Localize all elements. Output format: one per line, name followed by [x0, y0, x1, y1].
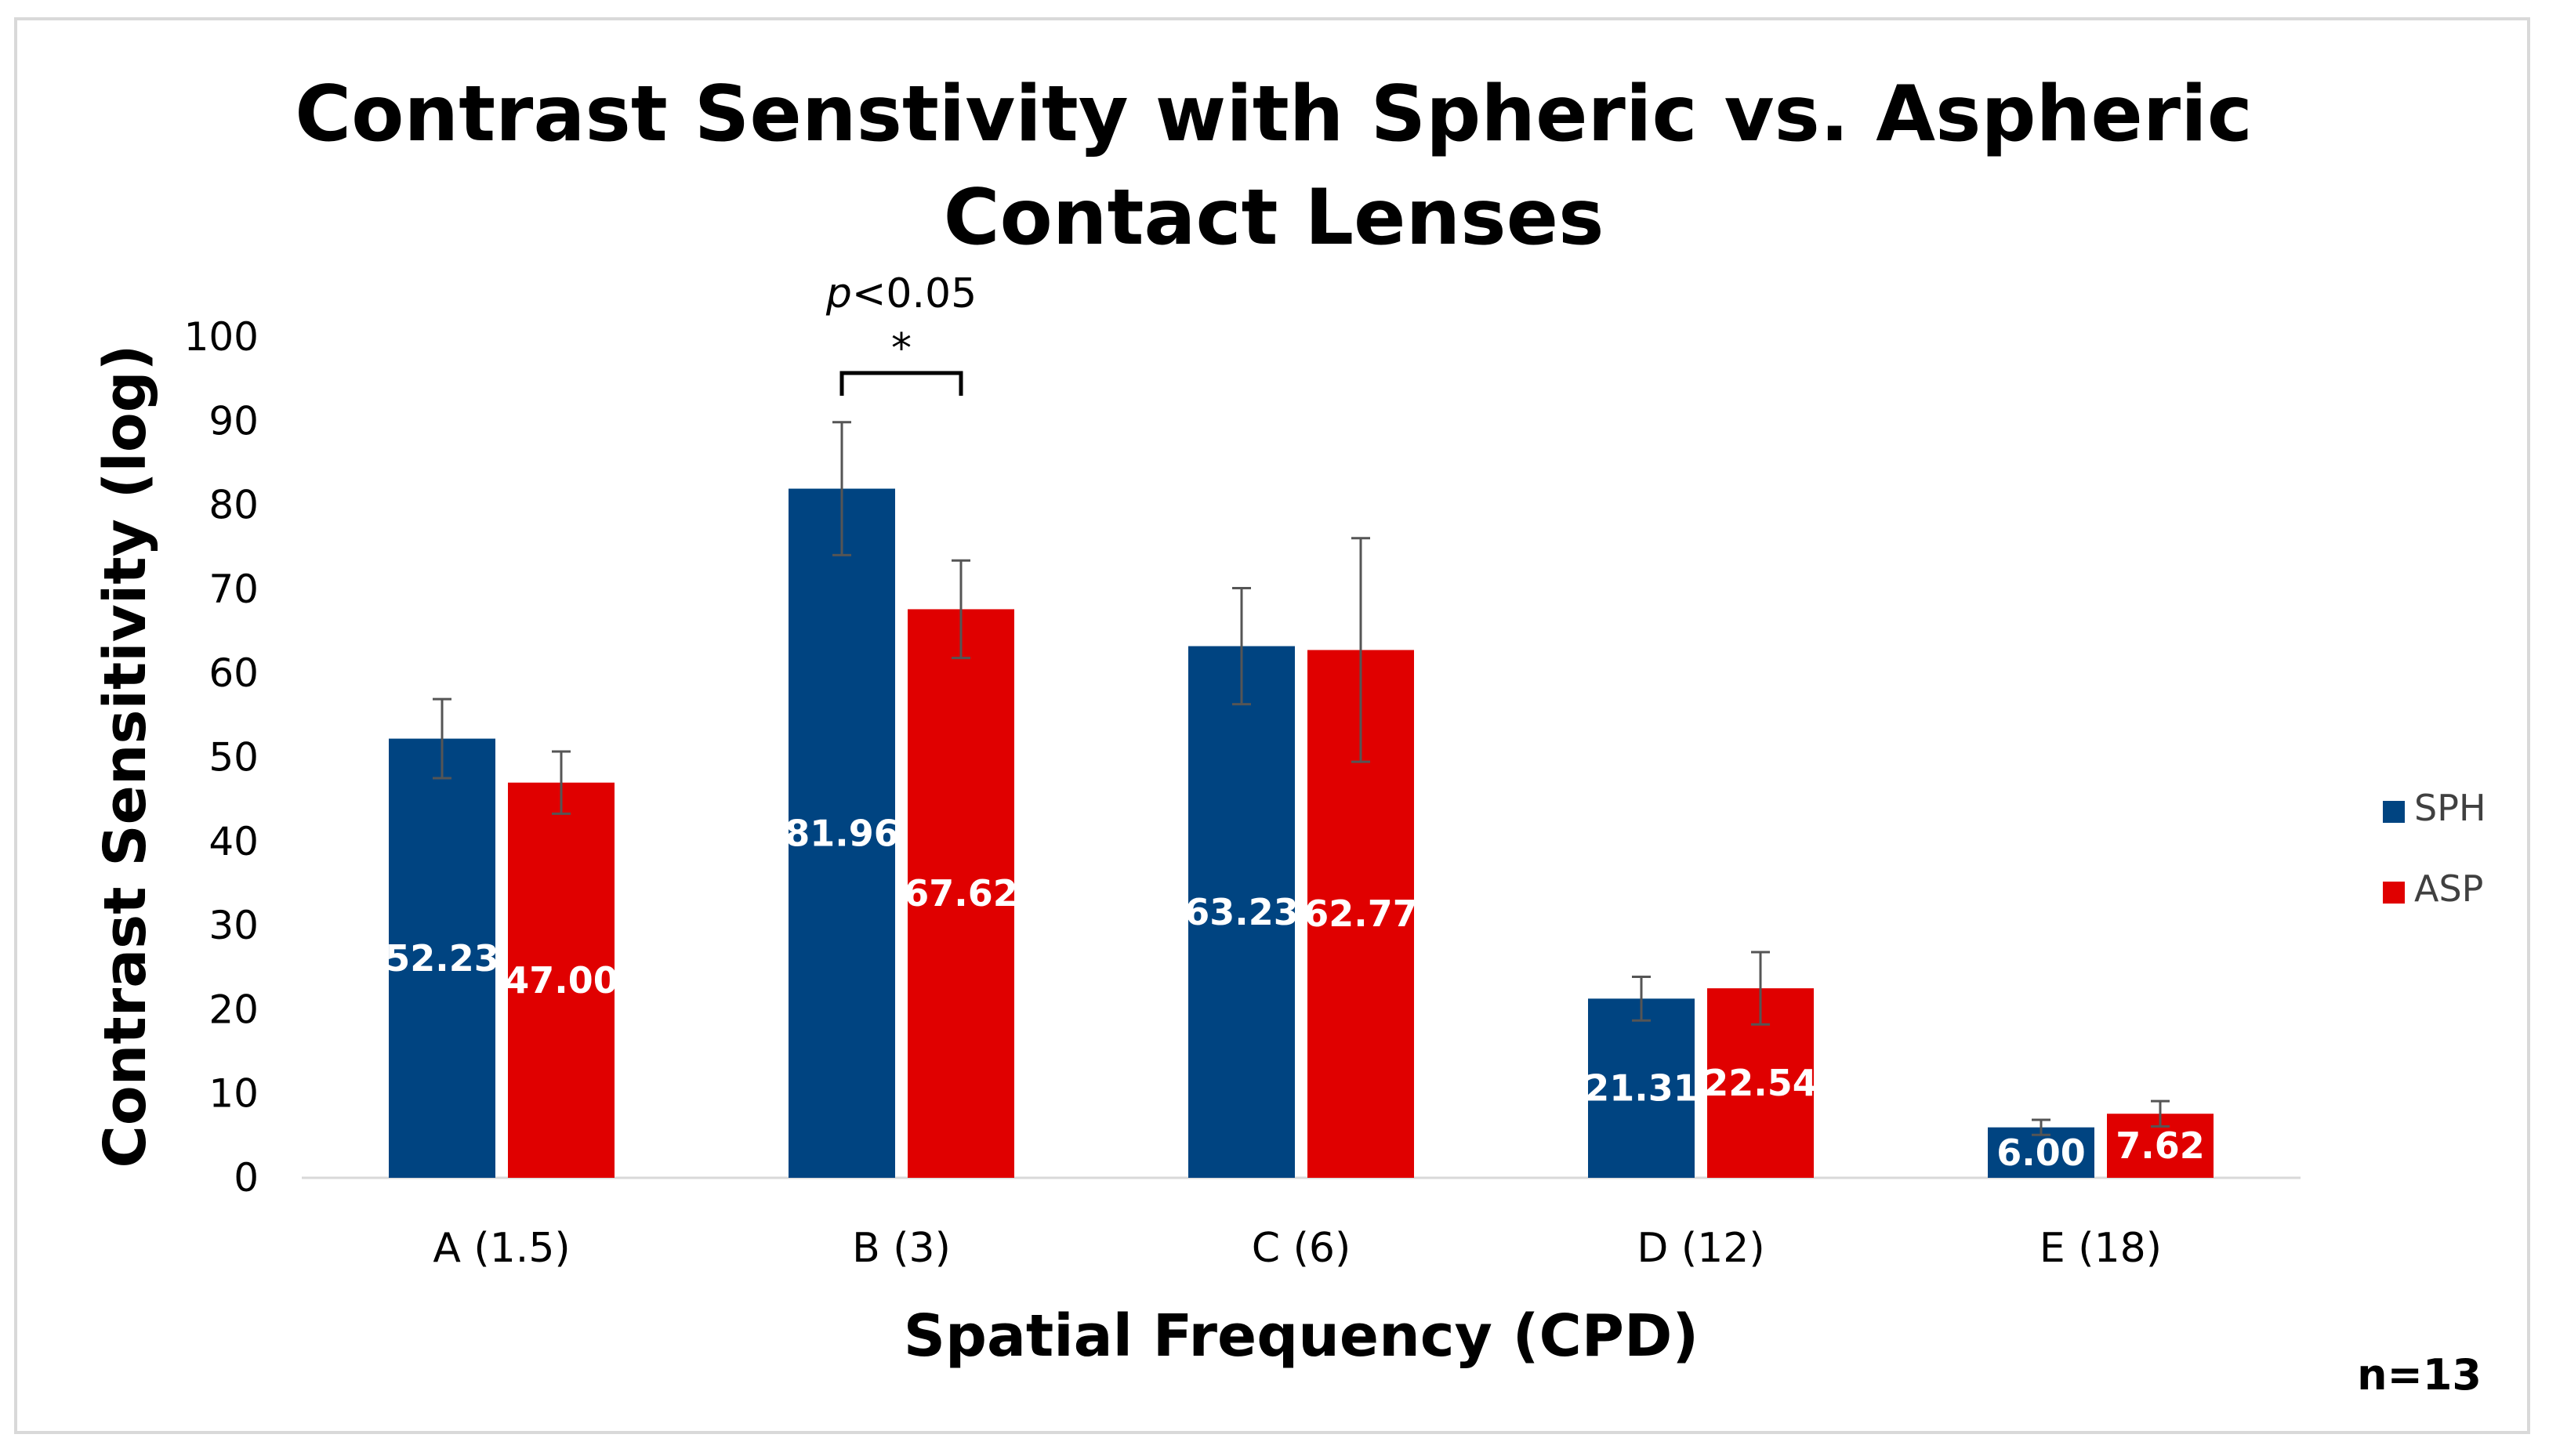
chart-title: Contrast Senstivity with Spheric vs. Asp… [295, 70, 2253, 263]
bar-sph [389, 738, 495, 1178]
y-tick-label: 80 [208, 483, 259, 528]
x-axis-title: Spatial Frequency (CPD) [904, 1302, 1699, 1370]
data-label: 22.54 [1703, 1062, 1818, 1104]
bar-sph [1188, 646, 1295, 1178]
data-label: 63.23 [1184, 891, 1299, 933]
x-tick-label: A (1.5) [433, 1225, 570, 1272]
legend-label-asp: ASP [2414, 867, 2483, 910]
p-value-threshold: <0.05 [852, 270, 977, 317]
bar-asp [508, 782, 615, 1178]
legend-swatch-sph [2383, 801, 2405, 823]
x-tick-label: E (18) [2040, 1225, 2162, 1272]
y-tick-label: 20 [208, 987, 259, 1032]
y-tick-label: 40 [208, 819, 259, 864]
bar-asp [908, 609, 1014, 1178]
y-tick-label: 10 [208, 1071, 259, 1117]
data-label: 47.00 [504, 959, 618, 1001]
data-label: 81.96 [785, 812, 899, 854]
x-tick-label: B (3) [852, 1225, 951, 1272]
y-axis-title: Contrast Sensitivity (log) [92, 345, 159, 1168]
data-label: 67.62 [904, 872, 1018, 915]
y-tick-label: 70 [208, 567, 259, 612]
data-label: 6.00 [1996, 1132, 2086, 1174]
data-label: 21.31 [1584, 1067, 1699, 1110]
data-label: 7.62 [2116, 1125, 2205, 1167]
y-tick-label: 0 [234, 1155, 259, 1201]
bar-sph [1588, 998, 1695, 1178]
x-tick-label: C (6) [1252, 1225, 1351, 1272]
bar-sph [789, 488, 895, 1178]
y-tick-label: 100 [184, 314, 259, 360]
y-tick-label: 50 [208, 735, 259, 781]
significance-star: * [891, 325, 912, 372]
p-value-label: p<0.05 [825, 270, 977, 317]
significance-bracket [839, 371, 963, 396]
legend-label-sph: SPH [2414, 787, 2486, 829]
data-label: 52.23 [385, 937, 499, 980]
y-tick-label: 60 [208, 650, 259, 696]
data-label: 62.77 [1304, 893, 1418, 935]
legend-swatch-asp [2383, 882, 2405, 904]
y-tick-label: 30 [208, 903, 259, 948]
x-tick-label: D (12) [1637, 1225, 1764, 1272]
p-value-italic: p [825, 270, 852, 317]
y-tick-label: 90 [208, 398, 259, 444]
sample-size-note: n=13 [2357, 1350, 2482, 1400]
